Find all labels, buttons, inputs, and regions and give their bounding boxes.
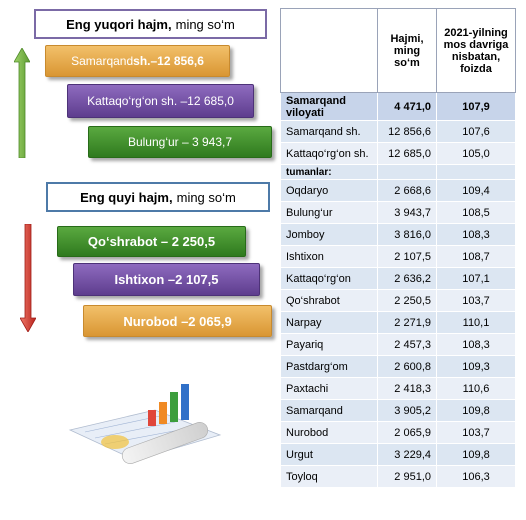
region-volume: 4 471,0 xyxy=(377,92,437,121)
row-percent: 108,5 xyxy=(436,201,516,224)
row-percent: 109,3 xyxy=(436,355,516,378)
bottom-volume-header-bold: Eng quyi hajm, xyxy=(80,189,173,205)
bottom-bar-nurobod-label: Nurobod –2 065,9 xyxy=(123,313,232,329)
row-volume: 12 856,6 xyxy=(377,120,437,143)
table-row: Payariq 2 457,3 108,3 xyxy=(280,333,516,356)
empty-cell xyxy=(436,164,516,180)
row-volume: 2 418,3 xyxy=(377,377,437,400)
row-percent: 110,6 xyxy=(436,377,516,400)
arrow-up-icon xyxy=(14,48,30,158)
bottom-bar-ishtixon-label: Ishtixon –2 107,5 xyxy=(114,272,219,287)
empty-cell xyxy=(377,164,437,180)
table-row: Oqdaryo 2 668,6 109,4 xyxy=(280,179,516,202)
row-percent: 107,6 xyxy=(436,120,516,143)
row-volume: 2 271,9 xyxy=(377,311,437,334)
row-percent: 105,0 xyxy=(436,142,516,165)
row-percent: 107,1 xyxy=(436,267,516,290)
table-row: Kattaqo‘rg‘on 2 636,2 107,1 xyxy=(280,267,516,290)
row-name: Samarqand sh. xyxy=(280,120,378,143)
row-name: Nurobod xyxy=(280,421,378,444)
volume-table: Hajmi, ming so‘m 2021-yilning mos davrig… xyxy=(280,8,516,488)
row-volume: 2 951,0 xyxy=(377,465,437,488)
row-name: Payariq xyxy=(280,333,378,356)
chart-illustration-icon xyxy=(68,384,222,464)
top-bar-kattaqorgon: Kattaqo‘rg‘on sh. –12 685,0 xyxy=(67,84,254,118)
top-bar-bulungur-label: Bulung‘ur – 3 943,7 xyxy=(127,134,233,149)
table-header-row: Hajmi, ming so‘m 2021-yilning mos davrig… xyxy=(280,8,516,93)
table-row: Pastdarg‘om 2 600,8 109,3 xyxy=(280,355,516,378)
row-volume: 3 943,7 xyxy=(377,201,437,224)
top-bar-samarqand-name: Samarqand xyxy=(71,53,134,68)
row-percent: 103,7 xyxy=(436,421,516,444)
bottom-volume-header-unit: ming so‘m xyxy=(176,189,236,205)
bottom-bar-qoshrabot-label: Qo‘shrabot – 2 250,5 xyxy=(87,234,216,249)
region-name: Samarqand viloyati xyxy=(280,92,378,121)
row-volume: 3 905,2 xyxy=(377,399,437,422)
row-percent: 108,3 xyxy=(436,333,516,356)
table-row: Paxtachi 2 418,3 110,6 xyxy=(280,377,516,400)
row-name: Paxtachi xyxy=(280,377,378,400)
table-row: Bulung‘ur 3 943,7 108,5 xyxy=(280,201,516,224)
row-name: Kattaqo‘rg‘on xyxy=(280,267,378,290)
row-percent: 109,8 xyxy=(436,399,516,422)
row-volume: 2 457,3 xyxy=(377,333,437,356)
row-name: Qo‘shrabot xyxy=(280,289,378,312)
row-name: Narpay xyxy=(280,311,378,334)
row-volume: 12 685,0 xyxy=(377,142,437,165)
row-volume: 2 668,6 xyxy=(377,179,437,202)
row-name: Bulung‘ur xyxy=(280,201,378,224)
table-row: Narpay 2 271,9 110,1 xyxy=(280,311,516,334)
top-volume-header-unit: ming so‘m xyxy=(175,16,235,32)
table-row: Kattaqo‘rg‘on sh. 12 685,0 105,0 xyxy=(280,142,516,165)
table-header-percent: 2021-yilning mos davriga nisbatan, foizd… xyxy=(436,8,516,93)
top-bar-samarqand-value: sh.–12 856,6 xyxy=(133,53,204,68)
bottom-bar-qoshrabot: Qo‘shrabot – 2 250,5 xyxy=(57,226,246,257)
arrow-down-icon xyxy=(20,224,36,332)
bottom-volume-header: Eng quyi hajm, ming so‘m xyxy=(46,182,270,212)
table-subheader-districts: tumanlar: xyxy=(280,164,516,180)
row-name: Oqdaryo xyxy=(280,179,378,202)
row-percent: 103,7 xyxy=(436,289,516,312)
table-row: Samarqand sh. 12 856,6 107,6 xyxy=(280,120,516,143)
table-row-region: Samarqand viloyati 4 471,0 107,9 xyxy=(280,92,516,121)
row-volume: 2 250,5 xyxy=(377,289,437,312)
row-name: Toyloq xyxy=(280,465,378,488)
row-name: Pastdarg‘om xyxy=(280,355,378,378)
row-name: Kattaqo‘rg‘on sh. xyxy=(280,142,378,165)
bottom-bar-ishtixon: Ishtixon –2 107,5 xyxy=(73,263,260,296)
row-name: Urgut xyxy=(280,443,378,466)
top-volume-header: Eng yuqori hajm, ming so‘m xyxy=(34,9,267,39)
row-percent: 106,3 xyxy=(436,465,516,488)
table-row: Samarqand 3 905,2 109,8 xyxy=(280,399,516,422)
districts-label: tumanlar: xyxy=(280,164,378,180)
top-bar-bulungur: Bulung‘ur – 3 943,7 xyxy=(88,126,272,158)
row-volume: 2 107,5 xyxy=(377,245,437,268)
table-row: Jomboy 3 816,0 108,3 xyxy=(280,223,516,246)
row-name: Jomboy xyxy=(280,223,378,246)
row-percent: 109,8 xyxy=(436,443,516,466)
region-percent: 107,9 xyxy=(436,92,516,121)
table-row: Toyloq 2 951,0 106,3 xyxy=(280,465,516,488)
table-header-name xyxy=(280,8,378,93)
row-volume: 2 600,8 xyxy=(377,355,437,378)
table-row: Nurobod 2 065,9 103,7 xyxy=(280,421,516,444)
bottom-bar-nurobod: Nurobod –2 065,9 xyxy=(83,305,272,337)
table-row: Ishtixon 2 107,5 108,7 xyxy=(280,245,516,268)
row-percent: 108,3 xyxy=(436,223,516,246)
row-name: Ishtixon xyxy=(280,245,378,268)
row-volume: 3 229,4 xyxy=(377,443,437,466)
row-percent: 110,1 xyxy=(436,311,516,334)
top-volume-header-bold: Eng yuqori hajm, xyxy=(66,16,172,32)
row-volume: 2 065,9 xyxy=(377,421,437,444)
row-percent: 109,4 xyxy=(436,179,516,202)
row-volume: 3 816,0 xyxy=(377,223,437,246)
row-name: Samarqand xyxy=(280,399,378,422)
row-volume: 2 636,2 xyxy=(377,267,437,290)
top-bar-kattaqorgon-label: Kattaqo‘rg‘on sh. –12 685,0 xyxy=(87,93,234,108)
top-bar-samarqand: Samarqand sh.–12 856,6 xyxy=(45,45,230,77)
table-header-volume: Hajmi, ming so‘m xyxy=(377,8,437,93)
table-row: Qo‘shrabot 2 250,5 103,7 xyxy=(280,289,516,312)
table-row: Urgut 3 229,4 109,8 xyxy=(280,443,516,466)
row-percent: 108,7 xyxy=(436,245,516,268)
